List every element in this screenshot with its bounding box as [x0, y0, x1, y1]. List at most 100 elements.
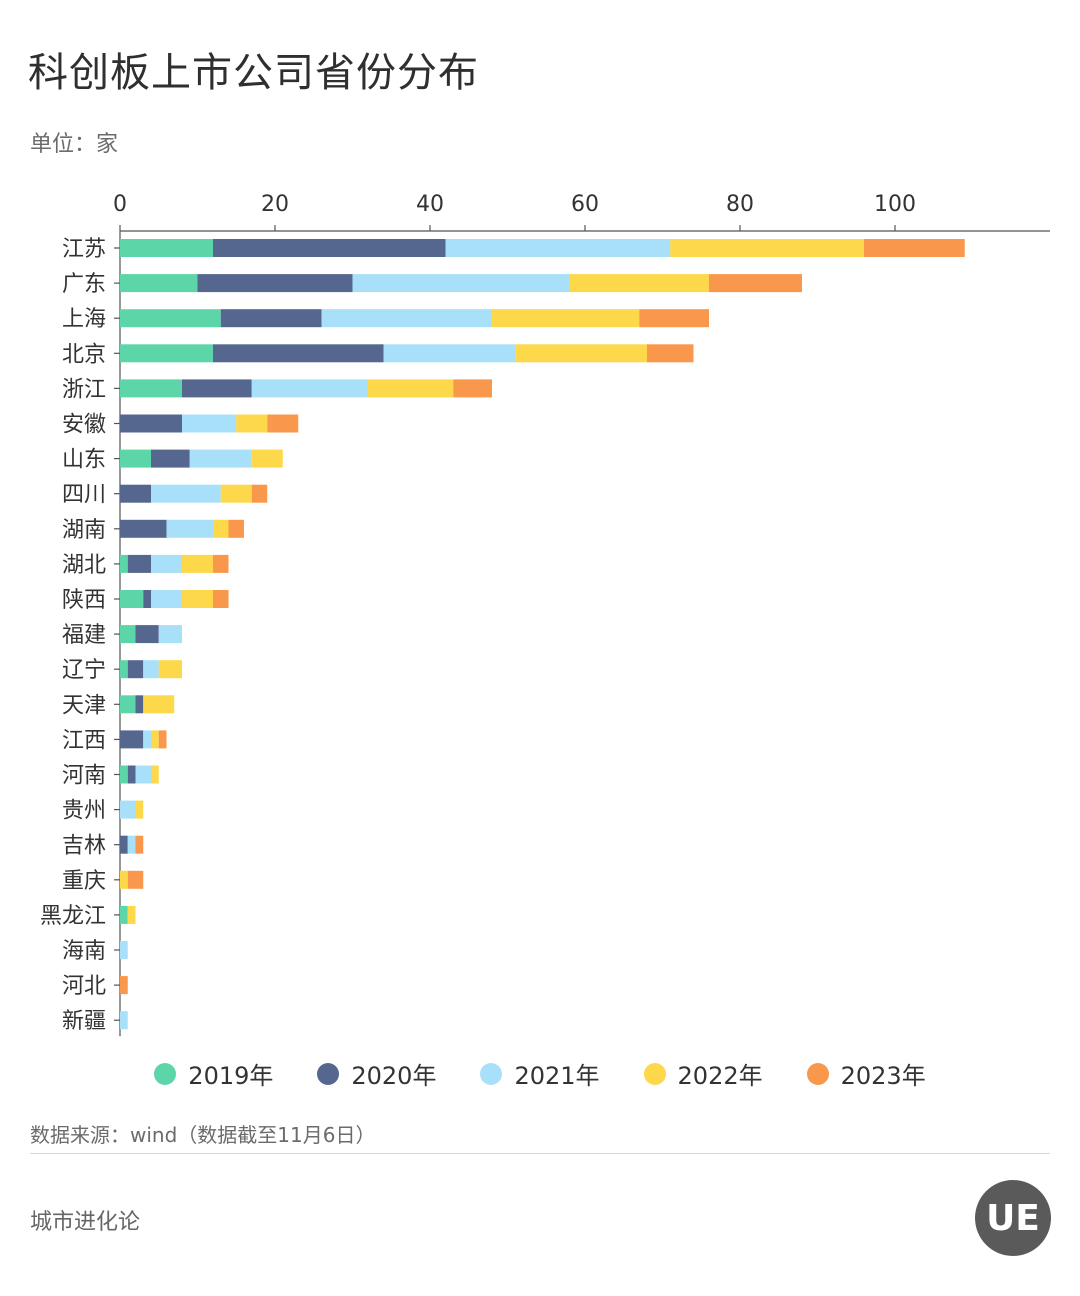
bar-segment — [251, 379, 368, 398]
bar-segment — [213, 239, 446, 257]
category-label: 吉林 — [62, 834, 106, 859]
bar-segment — [135, 695, 144, 714]
category-label: 广东 — [62, 272, 106, 297]
bar-segment — [120, 660, 128, 679]
category-label: 山东 — [62, 448, 106, 473]
bar-segment — [709, 274, 802, 293]
bar-segment — [251, 484, 268, 503]
data-source: 数据来源：wind（数据截至11月6日） — [30, 1123, 376, 1147]
bar-segment — [127, 554, 151, 573]
legend-item: 2023年 — [806, 1056, 926, 1091]
bar-segment — [213, 590, 229, 608]
bar-segment — [197, 274, 353, 293]
legend-label: 2021年 — [514, 1062, 600, 1090]
bar-segment — [267, 414, 299, 433]
bar-segment — [120, 554, 128, 573]
bar-segment — [120, 449, 151, 468]
bar-segment — [492, 309, 640, 328]
chart-title: 科创板上市公司省份分布 — [28, 50, 479, 96]
bar-segment — [120, 484, 151, 503]
bar-segment — [120, 379, 182, 398]
category-label: 江苏 — [62, 237, 106, 262]
category-label: 贵州 — [62, 799, 106, 824]
category-label: 湖北 — [62, 553, 106, 578]
bar-segment — [127, 765, 136, 784]
bar-segment — [515, 344, 647, 363]
bar-segment — [151, 590, 182, 608]
legend-item: 2022年 — [643, 1056, 763, 1091]
bar-chart: 0 20 40 60 80 100 江苏广东上海北京浙江安徽山东四川湖南湖北陕西福建辽宁天津… — [40, 192, 1050, 1037]
category-label: 河北 — [62, 974, 106, 999]
legend-item: 2021年 — [480, 1056, 600, 1091]
bar-segment — [135, 625, 159, 644]
bar-segment — [127, 870, 144, 889]
bar-segment — [120, 835, 128, 854]
bar-segment — [135, 800, 144, 819]
bar-segment — [135, 835, 144, 854]
bar-segment — [120, 1011, 128, 1030]
bar-segment — [182, 554, 213, 573]
bar-segment — [158, 660, 182, 679]
bar-segment — [670, 239, 864, 257]
bar-segment — [143, 660, 159, 679]
category-label: 陕西 — [62, 588, 106, 613]
bar-segment — [120, 800, 136, 819]
bar-segment — [158, 625, 182, 644]
x-tick-label: 40 — [416, 192, 444, 217]
legend-swatch — [806, 1062, 829, 1085]
category-label: 湖南 — [62, 518, 106, 543]
legend-label: 2020年 — [351, 1062, 437, 1090]
bar-segment — [127, 905, 136, 924]
bar-segment — [368, 379, 454, 398]
x-tick-label: 80 — [726, 192, 754, 217]
bar-segment — [213, 519, 229, 538]
category-label: 北京 — [62, 342, 106, 367]
category-label: 海南 — [62, 939, 106, 964]
x-tick-label: 60 — [571, 192, 599, 217]
bar-segment — [120, 344, 213, 363]
unit-label: 单位：家 — [30, 132, 119, 157]
bar-segment — [445, 239, 671, 257]
bar-segment — [143, 695, 175, 714]
bar-segment — [569, 274, 709, 293]
bar-segment — [352, 274, 570, 293]
legend-label: 2019年 — [188, 1062, 274, 1090]
bar-segment — [213, 554, 229, 573]
bar-segment — [158, 730, 167, 749]
category-label: 天津 — [62, 693, 106, 718]
bar-segment — [321, 309, 492, 328]
bar-segment — [120, 414, 182, 433]
category-label: 上海 — [62, 307, 106, 332]
category-label: 重庆 — [62, 869, 106, 894]
bar-segment — [120, 905, 128, 924]
brand-logo: UE — [975, 1180, 1051, 1256]
bar-segment — [120, 765, 128, 784]
bar-segment — [383, 344, 516, 363]
bar-segment — [151, 765, 159, 784]
bar-segment — [120, 941, 128, 959]
category-label: 辽宁 — [62, 658, 106, 683]
bar-segment — [120, 309, 221, 328]
category-label: 安徽 — [62, 413, 106, 438]
legend-item: 2020年 — [317, 1056, 436, 1091]
bar-segment — [166, 519, 213, 538]
bar-segment — [213, 344, 384, 363]
bar-segment — [182, 590, 213, 608]
bar-segment — [120, 625, 136, 644]
legend-swatch — [154, 1062, 177, 1085]
divider — [30, 1153, 1050, 1154]
bar-segment — [120, 274, 198, 293]
category-label: 四川 — [62, 483, 106, 508]
bar-segment — [120, 870, 128, 889]
bar-segment — [228, 519, 244, 538]
bar-segment — [864, 239, 965, 257]
footer-brand: 城市进化论 — [30, 1210, 141, 1235]
category-label: 新疆 — [62, 1009, 106, 1034]
bar-segment — [182, 414, 237, 433]
category-label: 河南 — [62, 764, 106, 789]
bar-segment — [143, 730, 151, 749]
category-label: 江西 — [62, 728, 106, 753]
bar-segment — [127, 835, 136, 854]
bar-segment — [143, 590, 151, 608]
bar-segment — [135, 765, 151, 784]
